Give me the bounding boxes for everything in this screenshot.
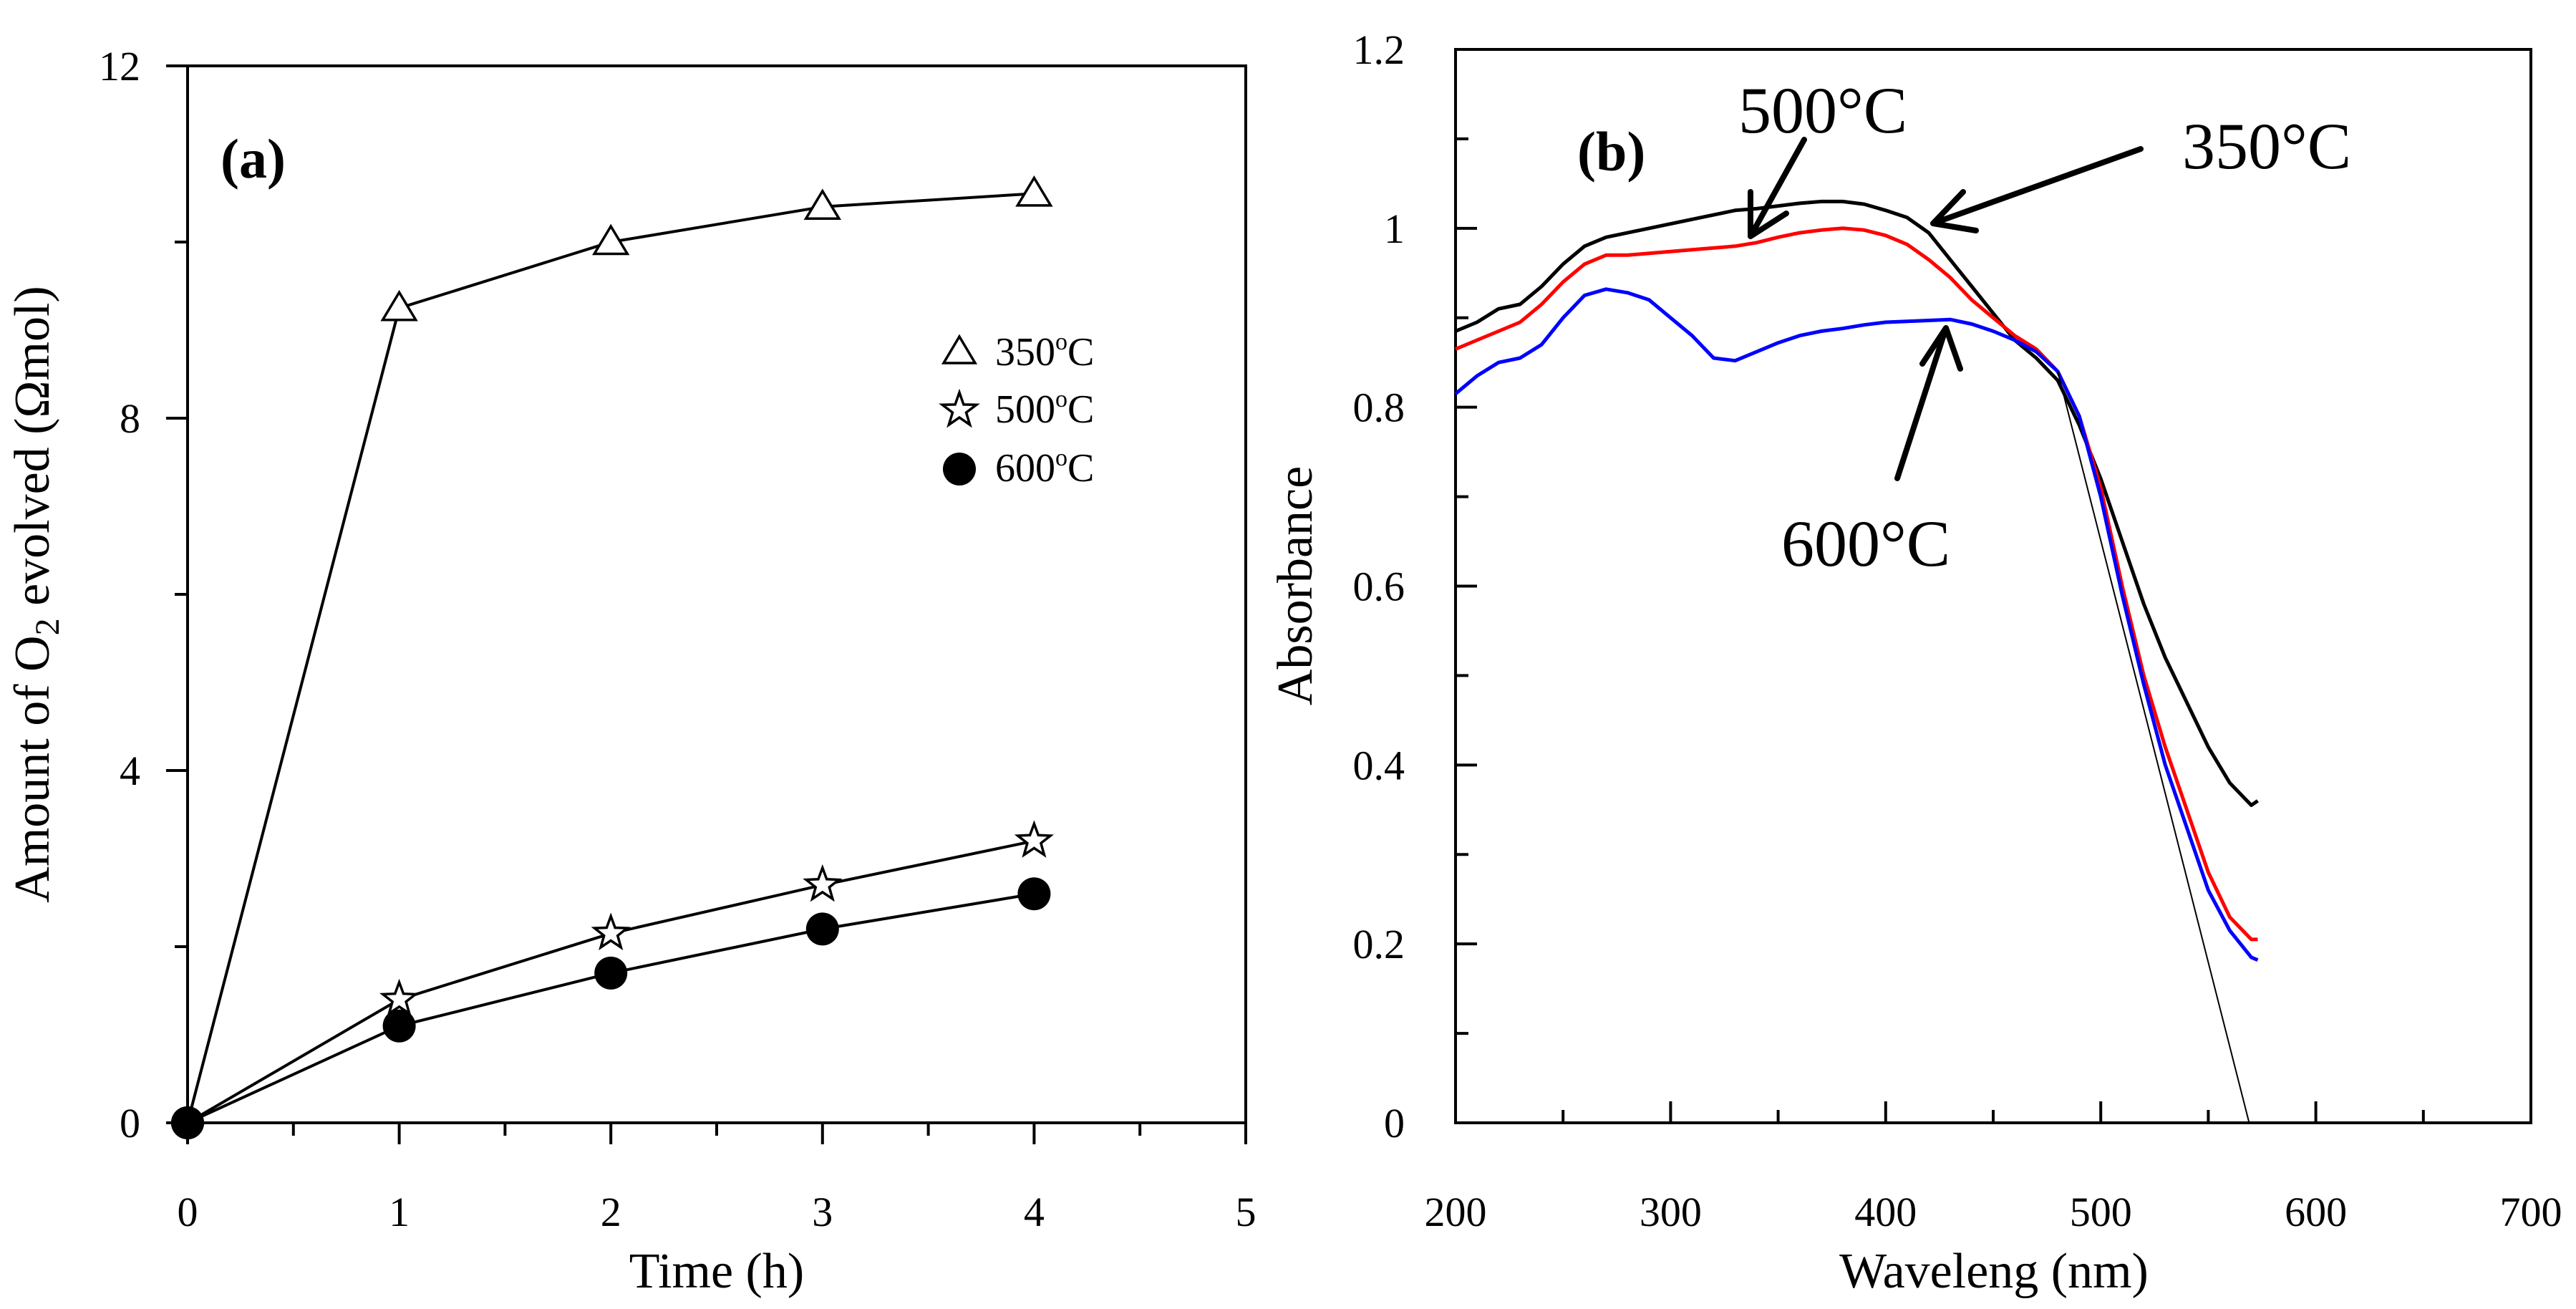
y-tick-label: 0.4 (1353, 742, 1405, 788)
annotation-500: 500°C (1738, 74, 1907, 147)
legend-item-600: 600oC (943, 445, 1094, 491)
arrow-600-icon (1894, 325, 1963, 481)
data-point (379, 978, 420, 1017)
x-tick-label: 0 (178, 1189, 198, 1235)
panel-b-label: (b) (1577, 120, 1645, 183)
data-point (1014, 820, 1054, 858)
data-point (805, 912, 839, 946)
x-tick-label: 400 (1854, 1189, 1917, 1235)
panel-b-y-tick-labels: 0 0.2 0.4 0.6 0.8 1 1.2 (1353, 26, 1405, 1146)
extrapolation-line (2057, 371, 2250, 1124)
panel-b-series-lines (1454, 199, 2259, 1124)
x-tick-label: 600 (2285, 1189, 2347, 1235)
y-tick-label: 1 (1384, 206, 1405, 252)
series-line-600 (1454, 287, 2259, 962)
panel-b-ticks (1454, 48, 2532, 1124)
legend-label-500: 500oC (995, 386, 1094, 432)
legend-item-500: 500oC (939, 386, 1094, 432)
legend-unit: C (1067, 387, 1094, 432)
y-tick-label: 0.8 (1353, 385, 1405, 431)
x-tick-label: 300 (1640, 1189, 1702, 1235)
x-tick-label: 500 (2070, 1189, 2132, 1235)
legend-num: 600 (995, 446, 1055, 491)
x-tick-label: 1 (389, 1189, 410, 1235)
x-tick-label: 700 (2500, 1189, 2562, 1235)
y-tick-label: 0 (120, 1100, 140, 1146)
x-tick-label: 200 (1425, 1189, 1487, 1235)
panel-b: 200 300 400 500 600 700 0 0.2 0.4 0.6 0.8 1 1.2 (b)… (1268, 26, 2562, 1299)
series-line-350 (1455, 199, 2259, 807)
panel-b-x-tick-labels: 200 300 400 500 600 700 (1425, 1189, 2562, 1235)
data-point (803, 188, 841, 221)
panel-b-y-axis-label: Absorbance (1268, 466, 1323, 705)
data-point (594, 956, 628, 990)
panel-a-x-axis-label: Time (h) (629, 1244, 804, 1299)
annotation-600: 600°C (1781, 507, 1950, 580)
legend-sup: o (1055, 445, 1067, 471)
data-point (1015, 175, 1053, 207)
arrow-500-icon (1748, 137, 1807, 239)
star-marker-icon (939, 388, 980, 428)
y-tick-label: 4 (120, 748, 140, 794)
x-tick-label: 2 (601, 1189, 621, 1235)
panel-a-y-tick-labels: 0 4 8 12 (99, 43, 140, 1146)
y-label-main: Amount of O (5, 635, 60, 902)
triangle-marker-icon (941, 334, 978, 364)
y-tick-label: 0.6 (1353, 564, 1405, 610)
legend-num: 500 (995, 387, 1055, 432)
data-point (591, 912, 631, 951)
arrow-350-icon (1930, 146, 2144, 233)
legend-label-600: 600oC (995, 445, 1094, 491)
panel-a-markers (171, 175, 1054, 1139)
annotation-350: 350°C (2182, 110, 2351, 183)
y-tick-label: 0.2 (1353, 921, 1405, 967)
x-tick-label: 4 (1024, 1189, 1045, 1235)
panel-b-x-axis-label: Waveleng (nm) (1839, 1244, 2149, 1299)
legend-item-350: 350oC (941, 329, 1094, 375)
data-point (592, 223, 630, 256)
panel-a-label: (a) (221, 127, 286, 190)
legend-unit: C (1067, 446, 1094, 491)
data-point (1017, 877, 1051, 911)
series-line-500 (1455, 226, 2258, 942)
x-tick-label: 5 (1236, 1189, 1256, 1235)
y-label-subscript: 2 (29, 618, 67, 635)
legend-sup: o (1055, 386, 1067, 412)
annotation-arrows (1748, 137, 2144, 481)
panel-a-legend: 350oC 500oC 600oC (939, 329, 1094, 491)
legend-unit: C (1067, 330, 1094, 375)
y-tick-label: 12 (99, 43, 140, 90)
panel-a-y-axis-label: Amount of O2 evolved (Ωmol) (5, 286, 67, 902)
data-point (382, 1009, 416, 1043)
data-point (380, 289, 418, 322)
data-point (171, 1106, 204, 1139)
filled-circle-marker-icon (943, 453, 976, 486)
legend-sup: o (1055, 329, 1067, 355)
data-point (803, 864, 843, 902)
y-tick-label: 1.2 (1353, 26, 1405, 73)
panel-b-plot-frame (1454, 48, 2532, 1124)
x-tick-label: 3 (812, 1189, 833, 1235)
y-tick-label: 0 (1384, 1100, 1405, 1146)
legend-label-350: 350oC (995, 329, 1094, 375)
panel-a-x-tick-labels: 0 1 2 3 4 5 (178, 1189, 1256, 1235)
legend-num: 350 (995, 330, 1055, 375)
y-tick-label: 8 (120, 395, 140, 442)
y-label-rest: evolved (Ωmol) (5, 286, 60, 618)
